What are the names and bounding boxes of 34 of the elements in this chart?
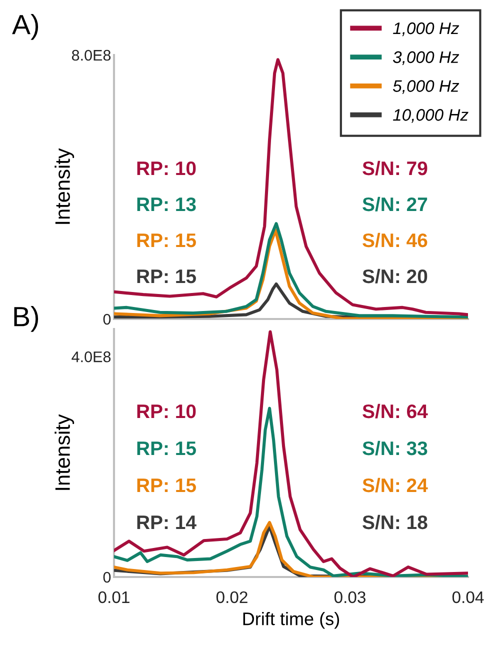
- annotation: S/N: 46: [362, 232, 428, 248]
- legend-label: 5,000 Hz: [392, 80, 460, 94]
- annotation: S/N: 20: [362, 268, 428, 284]
- annotation: RP: 15: [137, 442, 196, 456]
- chart-title: B): [14, 306, 38, 332]
- legend-label: 10,000 Hz: [393, 109, 468, 123]
- annotation: RP: 15: [137, 234, 196, 248]
- annotation: S/N: 33: [362, 440, 428, 456]
- chart-title: A): [12, 14, 38, 40]
- legend-label: 3,000 Hz: [392, 51, 460, 66]
- x-tick-label: 0.01: [98, 591, 130, 604]
- legend-label: 1,000 Hz: [393, 22, 460, 36]
- line-series: [114, 330, 468, 577]
- annotation: RP: 13: [137, 197, 196, 212]
- annotation: S/N: 64: [362, 404, 428, 418]
- y-tick-label: 0: [103, 314, 111, 325]
- annotation: RP: 15: [137, 270, 196, 284]
- y-axis-title: Intensity: [54, 414, 74, 490]
- y-tick-label: 8.0E8: [72, 50, 111, 61]
- annotation: S/N: 24: [362, 478, 428, 492]
- x-tick-label: 0.02: [216, 591, 248, 604]
- x-tick-label: 0.04: [452, 591, 484, 604]
- y-axis-title: Intensity: [54, 148, 74, 224]
- x-axis-title: Drift time (s): [243, 612, 340, 629]
- y-tick-label: 4.0E8: [72, 351, 111, 362]
- annotation: RP: 10: [137, 404, 196, 418]
- annotation: S/N: 27: [362, 196, 428, 212]
- y-tick-label: 0: [103, 572, 111, 583]
- annotation: S/N: 18: [362, 514, 428, 530]
- annotation: S/N: 79: [362, 160, 428, 176]
- x-tick-label: 0.03: [334, 591, 366, 604]
- annotation: RP: 15: [137, 478, 196, 492]
- annotation: RP: 14: [137, 516, 196, 530]
- annotation: RP: 10: [137, 161, 196, 176]
